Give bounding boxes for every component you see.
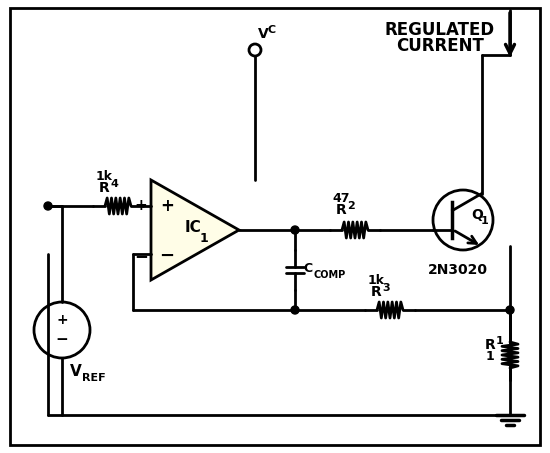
Text: 1: 1 xyxy=(496,336,504,346)
Text: 1: 1 xyxy=(200,232,208,246)
Text: R: R xyxy=(371,285,381,299)
Text: 3: 3 xyxy=(382,283,390,293)
Text: R: R xyxy=(336,203,346,217)
Text: 4: 4 xyxy=(110,179,118,189)
Text: +: + xyxy=(56,313,68,327)
Text: −: − xyxy=(134,247,148,265)
Circle shape xyxy=(291,226,299,234)
Text: Q: Q xyxy=(471,208,483,222)
Circle shape xyxy=(44,202,52,210)
Text: COMP: COMP xyxy=(313,270,345,280)
Text: 1: 1 xyxy=(481,216,489,226)
Text: +: + xyxy=(135,198,147,213)
Text: REF: REF xyxy=(82,373,106,383)
Text: 2: 2 xyxy=(347,201,355,211)
Text: −: − xyxy=(160,247,174,265)
Text: IC: IC xyxy=(185,221,201,236)
Circle shape xyxy=(506,306,514,314)
Text: R: R xyxy=(98,181,109,195)
Text: 2N3020: 2N3020 xyxy=(428,263,488,277)
Text: 47: 47 xyxy=(332,192,350,204)
Text: C: C xyxy=(268,25,276,35)
Text: 1k: 1k xyxy=(367,274,384,286)
Circle shape xyxy=(291,306,299,314)
Text: 1: 1 xyxy=(486,351,494,363)
Text: R: R xyxy=(485,338,496,352)
Text: +: + xyxy=(160,197,174,215)
Text: C: C xyxy=(303,261,312,275)
Text: CURRENT: CURRENT xyxy=(396,37,484,55)
Text: REGULATED: REGULATED xyxy=(385,21,495,39)
Text: V: V xyxy=(258,27,269,41)
Text: 1k: 1k xyxy=(96,169,113,183)
Text: −: − xyxy=(56,333,68,347)
Text: V: V xyxy=(70,365,82,380)
Polygon shape xyxy=(151,180,239,280)
